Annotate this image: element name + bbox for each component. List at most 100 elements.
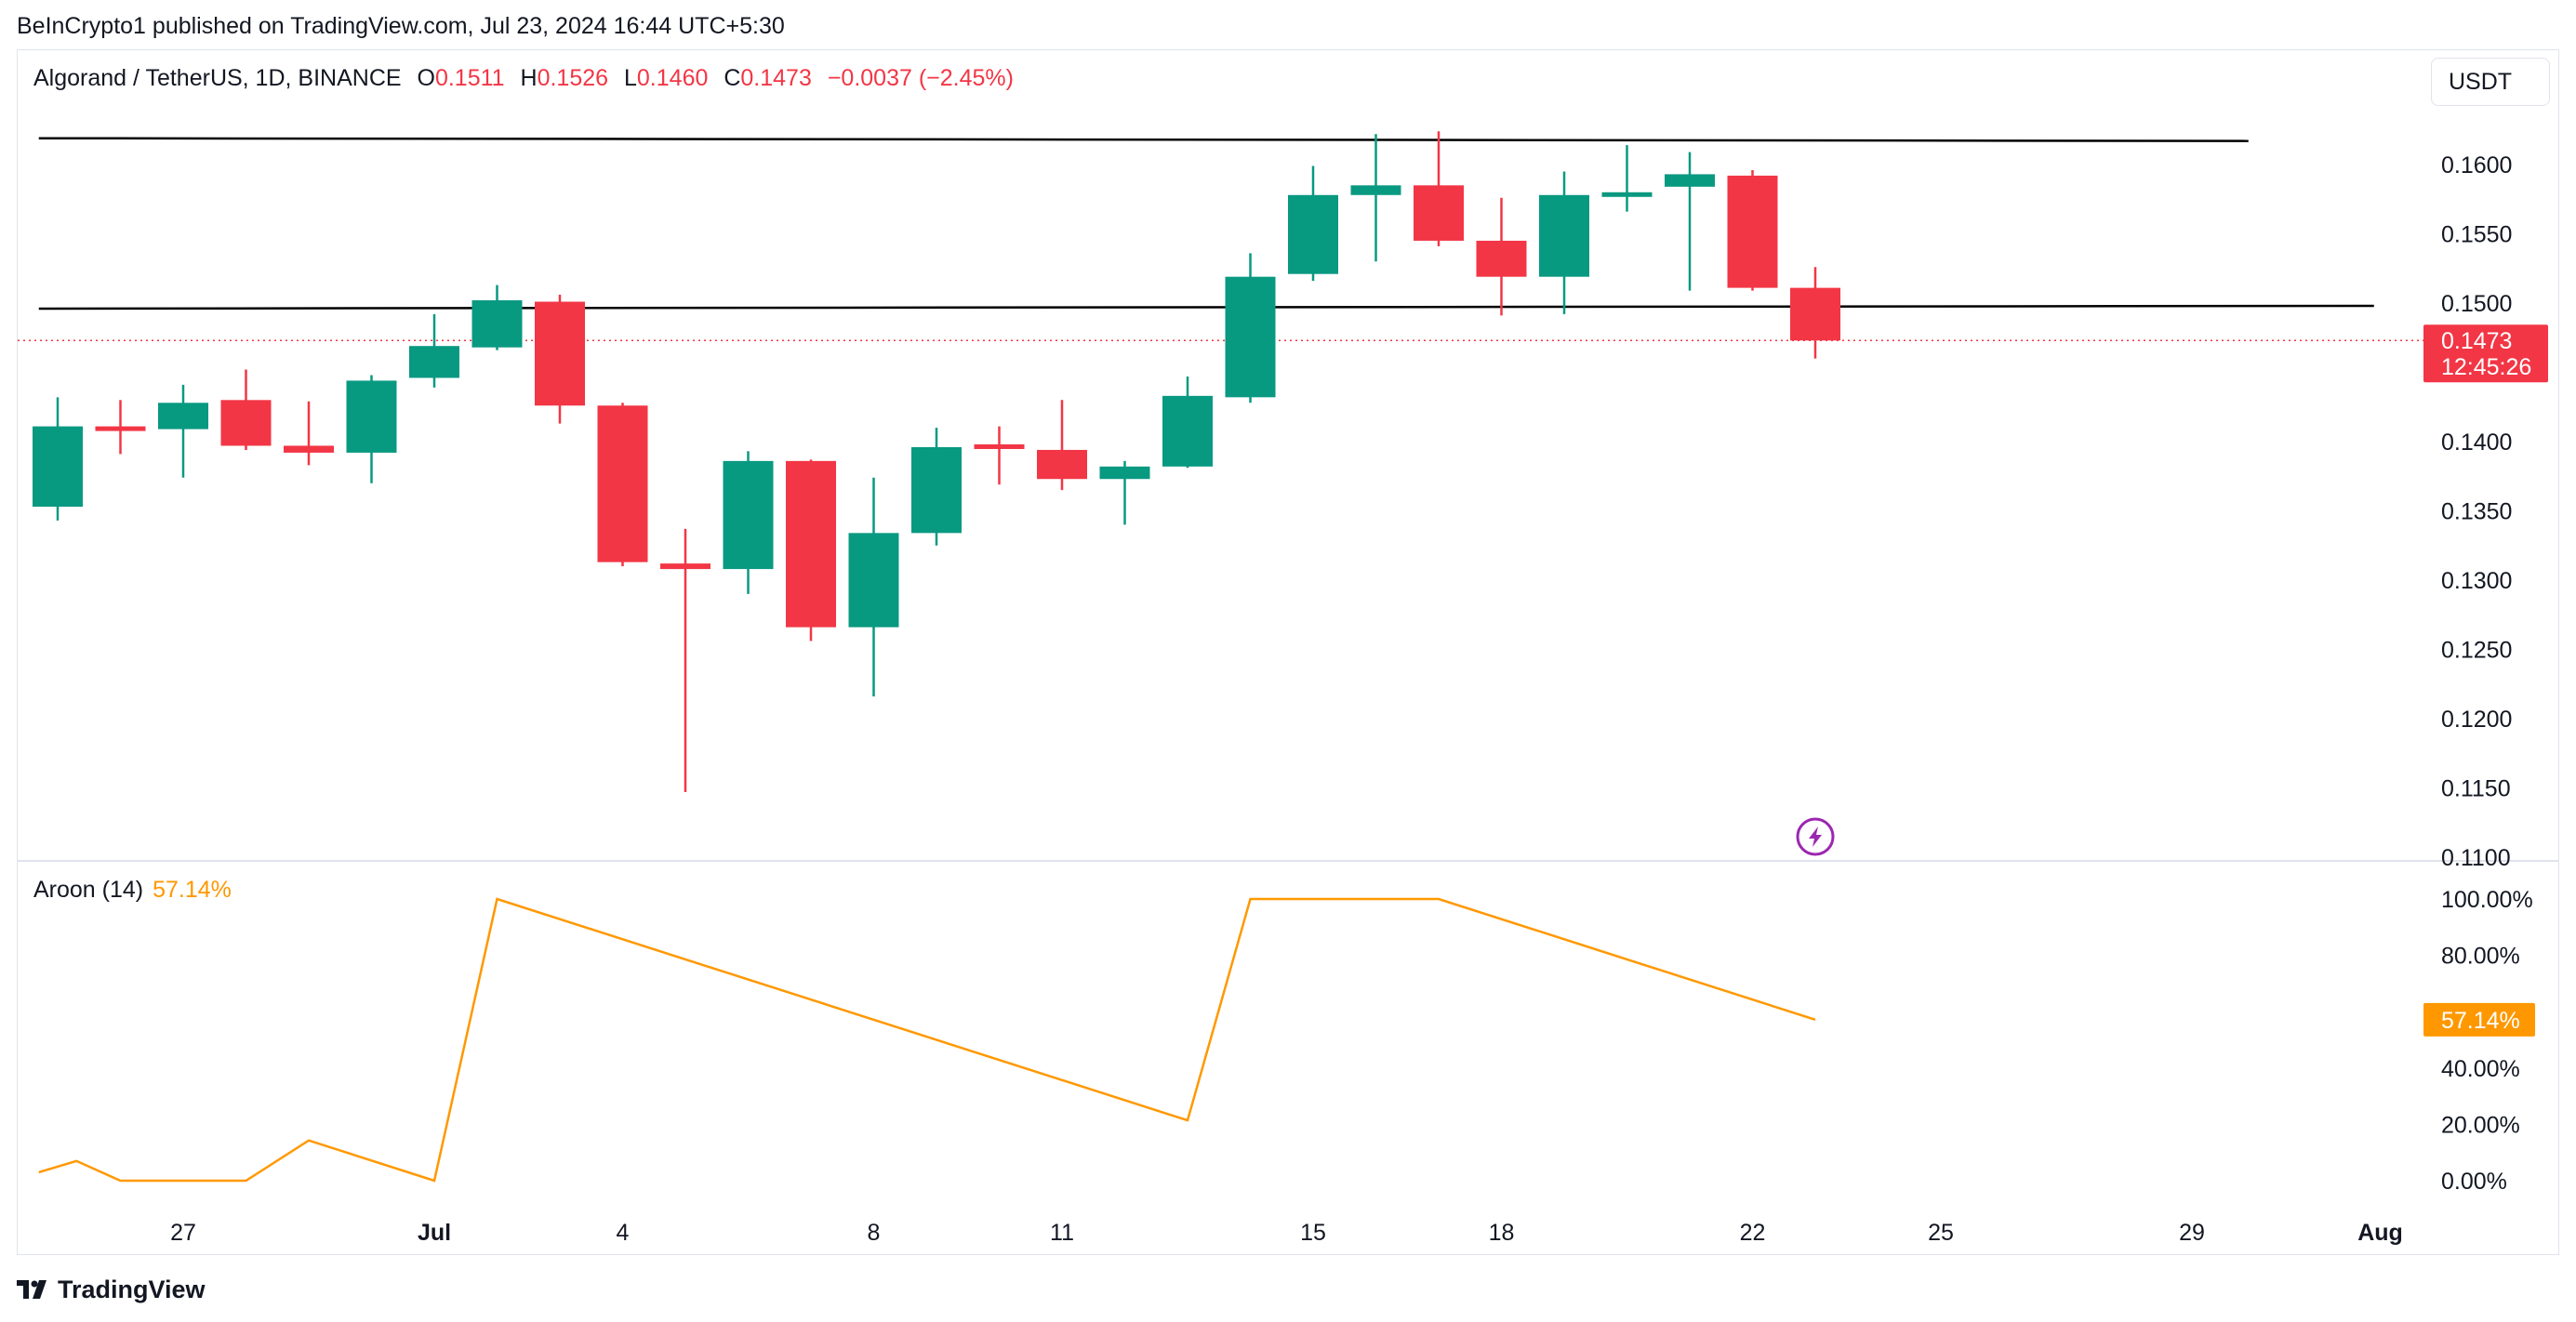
- aroon-axis-label: 40.00%: [2441, 1056, 2520, 1082]
- candle: [1099, 460, 1150, 525]
- close-value: 0.1473: [740, 65, 812, 91]
- candle: [848, 477, 899, 697]
- publisher-credit: BeInCrypto1 published on TradingView.com…: [17, 13, 785, 39]
- candle: [911, 428, 962, 546]
- time-axis-label: 27: [170, 1220, 196, 1246]
- aroon-badge-text: 57.14%: [2441, 1008, 2520, 1034]
- time-axis-label: 11: [1050, 1220, 1074, 1246]
- time-axis-label: 8: [868, 1220, 881, 1246]
- candle-body: [1350, 185, 1401, 195]
- candle-body: [158, 403, 208, 430]
- last-price-value: 0.1473: [2441, 328, 2512, 354]
- candle-body: [471, 300, 523, 348]
- candle: [284, 401, 334, 466]
- candle-body: [409, 346, 459, 378]
- symbol-title[interactable]: Algorand / TetherUS, 1D, BINANCE: [33, 65, 402, 91]
- candle-body: [974, 443, 1025, 449]
- chart-frame: [17, 49, 2559, 1255]
- time-axis-label: 22: [1740, 1220, 1766, 1246]
- change-value: −0.0037 (−2.45%): [827, 65, 1014, 91]
- aroon-value-badge: [2423, 1002, 2535, 1037]
- candle-body: [284, 445, 334, 453]
- candle-body: [597, 405, 648, 562]
- candle: [1162, 376, 1213, 469]
- time-axis-label: 4: [617, 1220, 630, 1246]
- candle-body: [723, 460, 774, 570]
- time-axis-label: Aug: [2357, 1220, 2403, 1246]
- candle: [158, 384, 208, 478]
- time-axis-label: 25: [1928, 1220, 1954, 1246]
- pane-separator[interactable]: [17, 860, 2559, 862]
- candle: [1225, 253, 1276, 403]
- currency-button[interactable]: USDT: [2431, 58, 2550, 106]
- trendline: [38, 137, 2249, 142]
- candle-body: [1539, 194, 1589, 277]
- price-axis-label: 0.1150: [2441, 776, 2511, 802]
- price-axis-label: 0.1100: [2441, 845, 2511, 871]
- candle-body: [1476, 240, 1527, 277]
- candle: [1350, 134, 1401, 262]
- candle: [409, 313, 459, 388]
- aroon-axis-label: 80.00%: [2441, 944, 2520, 970]
- candle: [471, 284, 523, 350]
- aroon-pane: 100.00% 80.00% 40.00% 20.00% 0.00%: [38, 887, 2533, 1195]
- candle: [1414, 131, 1464, 246]
- candle-body: [95, 426, 146, 431]
- candle: [346, 375, 397, 483]
- open-label: O: [417, 65, 435, 91]
- price-axis-label: 0.1500: [2441, 291, 2512, 317]
- candle-body: [1665, 174, 1715, 187]
- price-axis-label: 0.1350: [2441, 499, 2512, 525]
- candle: [1790, 267, 1840, 359]
- candle: [1539, 171, 1589, 314]
- price-axis-label: 0.1200: [2441, 707, 2512, 733]
- time-axis-label: 18: [1489, 1220, 1515, 1246]
- high-value: 0.1526: [537, 65, 609, 91]
- aroon-axis-label: 0.00%: [2441, 1169, 2507, 1195]
- candle-body: [1162, 395, 1213, 467]
- candle-body: [346, 380, 397, 453]
- price-axis-label: 0.1250: [2441, 638, 2512, 664]
- price-axis-label: 0.1600: [2441, 152, 2512, 178]
- candle: [597, 403, 648, 567]
- aroon-axis-label: 100.00%: [2441, 887, 2533, 913]
- lightning-bolt-icon: [1796, 817, 1835, 856]
- tradingview-logo[interactable]: TradingView: [17, 1276, 206, 1304]
- trendline: [38, 304, 2374, 311]
- candle: [535, 295, 585, 424]
- aroon-legend[interactable]: Aroon (14) 57.14%: [33, 877, 232, 904]
- candle-body: [786, 460, 836, 628]
- candle: [1288, 165, 1338, 282]
- candle: [1665, 152, 1715, 291]
- candle: [974, 426, 1025, 485]
- candle-body: [1727, 175, 1778, 288]
- low-value: 0.1460: [636, 65, 709, 91]
- candle: [786, 459, 836, 641]
- open-value: 0.1511: [434, 65, 505, 91]
- high-label: H: [520, 65, 538, 91]
- candle: [33, 397, 83, 521]
- candle-body: [33, 426, 83, 508]
- price-pane: 0.1600 0.1550 0.1500 0.1400 0.1350 0.1300 0.12…: [18, 131, 2512, 871]
- candle: [1476, 197, 1527, 316]
- close-label: C: [724, 65, 741, 91]
- candle: [723, 451, 774, 594]
- candle: [95, 400, 146, 455]
- aroon-axis-label: 20.00%: [2441, 1112, 2520, 1138]
- aroon-value: 57.14%: [153, 877, 232, 903]
- candle-body: [220, 400, 272, 446]
- candle-body: [660, 563, 710, 570]
- tradingview-logo-icon: [17, 1279, 46, 1299]
- candle-body: [848, 533, 899, 628]
- price-series: [18, 131, 2427, 792]
- candle-body: [1414, 185, 1464, 241]
- time-axis-label: Jul: [418, 1220, 451, 1246]
- candle-body: [1037, 449, 1087, 480]
- candle-body: [1225, 276, 1276, 398]
- low-label: L: [624, 65, 637, 91]
- aroon-title: Aroon (14): [33, 877, 144, 903]
- time-axis-label: 15: [1300, 1220, 1326, 1246]
- price-countdown: 12:45:26: [2441, 354, 2531, 380]
